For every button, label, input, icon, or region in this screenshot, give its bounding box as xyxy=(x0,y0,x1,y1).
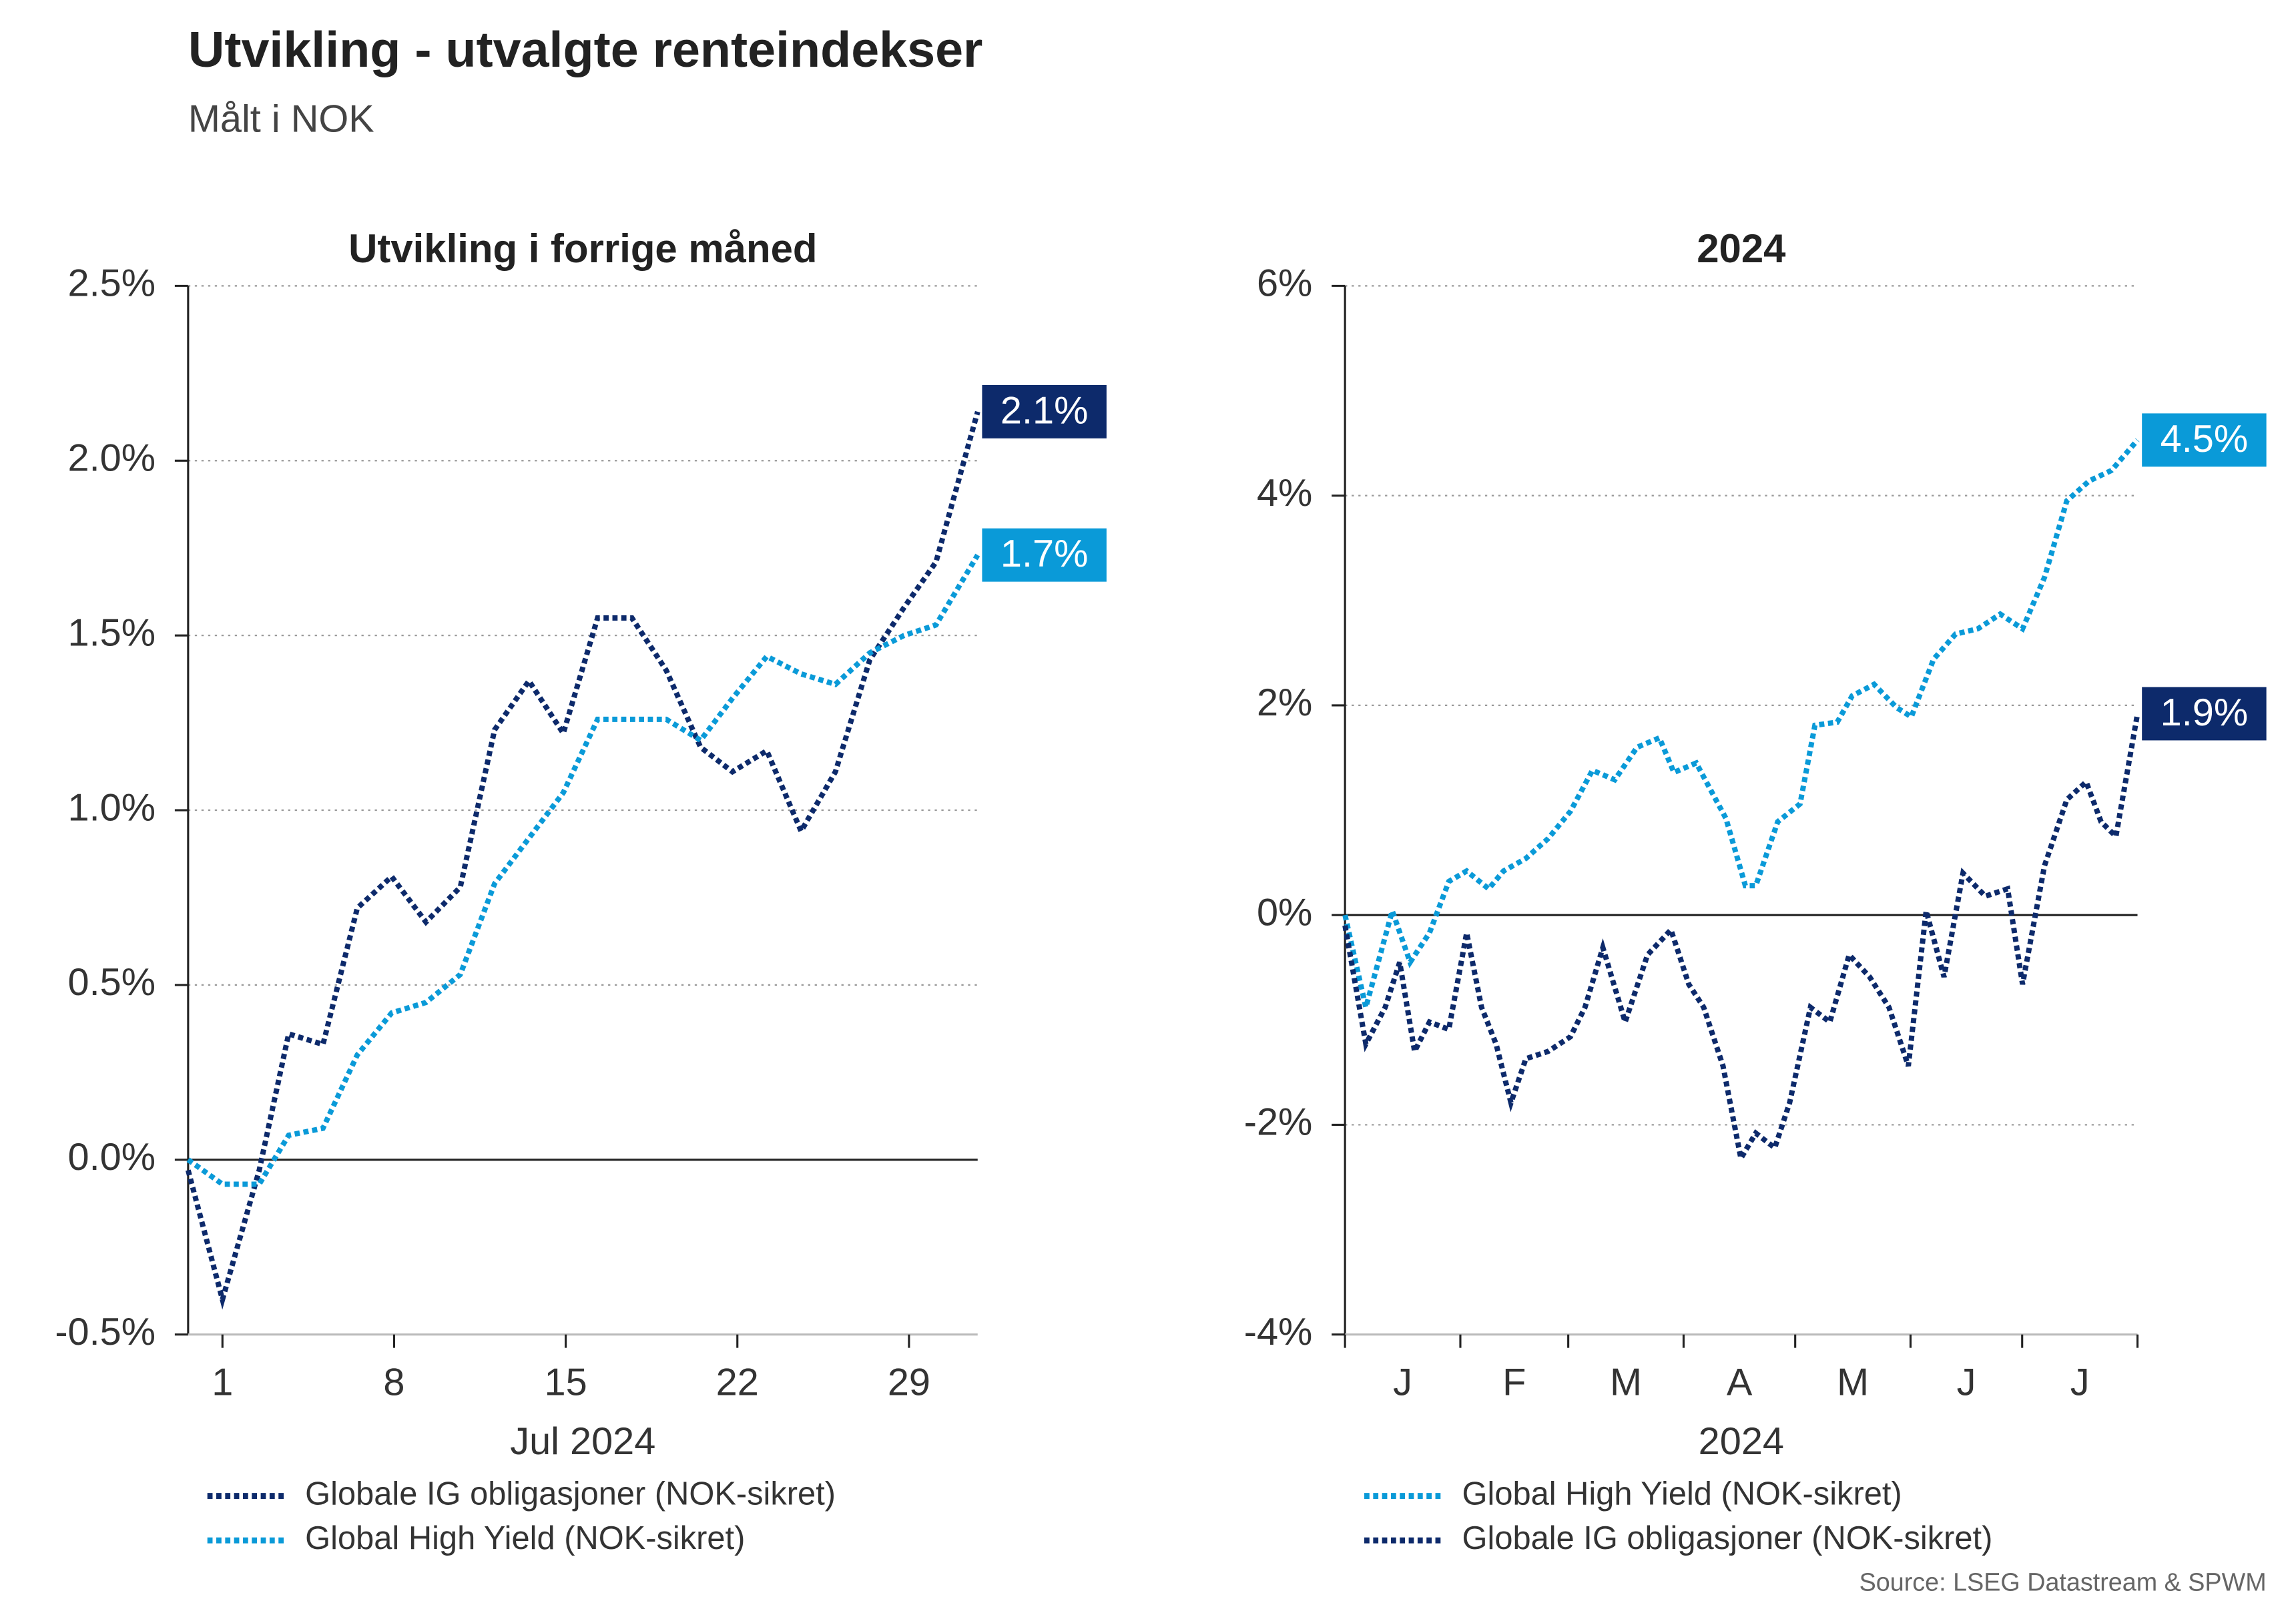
series-line xyxy=(1342,713,2140,1166)
x-axis-label: 2024 xyxy=(1699,1420,1784,1463)
y-tick-label: -0.5% xyxy=(55,1311,156,1353)
end-label-box xyxy=(982,384,1107,438)
y-tick-label: 0% xyxy=(1257,891,1312,934)
y-tick-label: 2.5% xyxy=(68,262,156,305)
end-label: 2.1% xyxy=(1000,389,1089,432)
end-label: 1.9% xyxy=(2161,691,2249,734)
x-tick-label: 1 xyxy=(212,1361,233,1403)
x-tick-label: J xyxy=(1393,1361,1412,1403)
series-line xyxy=(185,410,980,1310)
source: Source: LSEG Datastream & SPWM xyxy=(1859,1568,2267,1596)
y-tick-label: 1.0% xyxy=(68,786,156,829)
x-tick-label: 8 xyxy=(383,1361,404,1403)
y-tick-label: 2.0% xyxy=(68,436,156,479)
x-tick-label: 29 xyxy=(888,1361,930,1403)
y-tick-label: 1.5% xyxy=(68,611,156,654)
page-title: Utvikling - utvalgte renteindekser xyxy=(188,21,983,77)
y-tick-label: 2% xyxy=(1257,681,1312,724)
page-subtitle: Målt i NOK xyxy=(188,97,374,140)
y-tick-label: 0.5% xyxy=(68,961,156,1004)
end-label-box xyxy=(2142,413,2267,467)
chart-title: Utvikling i forrige måned xyxy=(348,226,817,271)
y-tick-label: -4% xyxy=(1244,1311,1313,1353)
series-line xyxy=(1342,438,2140,1008)
legend-label: Global High Yield (NOK-sikret) xyxy=(1462,1476,1902,1512)
end-label: 1.7% xyxy=(1000,533,1089,575)
legend-label: Globale IG obligasjoner (NOK-sikret) xyxy=(1462,1520,1993,1556)
legend-label: Globale IG obligasjoner (NOK-sikret) xyxy=(305,1476,836,1512)
legend-label: Global High Yield (NOK-sikret) xyxy=(305,1520,745,1556)
y-tick-label: -2% xyxy=(1244,1101,1313,1144)
x-tick-label: M xyxy=(1837,1361,1869,1403)
x-tick-label: F xyxy=(1502,1361,1526,1403)
x-tick-label: 22 xyxy=(716,1361,759,1403)
y-tick-label: 0.0% xyxy=(68,1136,156,1179)
y-tick-label: 4% xyxy=(1257,472,1312,515)
end-label: 4.5% xyxy=(2161,418,2249,460)
x-tick-label: A xyxy=(1727,1361,1753,1403)
x-tick-label: M xyxy=(1610,1361,1642,1403)
end-label-box xyxy=(2142,687,2267,741)
x-tick-label: J xyxy=(2070,1361,2090,1403)
chart-title: 2024 xyxy=(1697,226,1785,271)
series-line xyxy=(186,553,980,1187)
x-tick-label: 15 xyxy=(545,1361,587,1403)
x-axis-label: Jul 2024 xyxy=(510,1420,655,1463)
x-tick-label: J xyxy=(1957,1361,1976,1403)
end-label-box xyxy=(982,528,1107,582)
y-tick-label: 6% xyxy=(1257,262,1312,305)
